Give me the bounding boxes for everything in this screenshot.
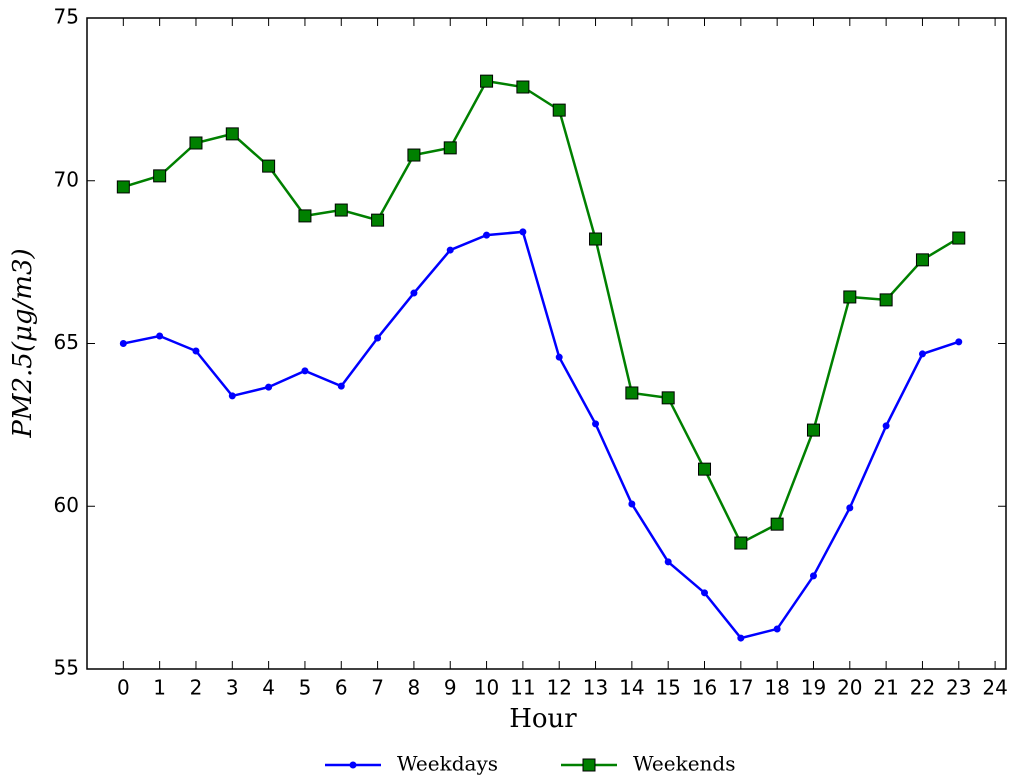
data-point: [955, 338, 963, 346]
legend-marker: [582, 758, 596, 772]
plot-frame: [86, 17, 1007, 670]
x-tick-label: 22: [910, 676, 935, 700]
data-point: [443, 141, 457, 155]
x-tick-label: 18: [764, 676, 789, 700]
data-point: [698, 462, 712, 476]
data-point: [589, 232, 603, 246]
data-point: [664, 558, 672, 566]
data-point: [592, 420, 600, 428]
y-tick-label: 65: [54, 330, 79, 354]
data-point: [915, 253, 929, 267]
x-tick-label: 20: [837, 676, 862, 700]
x-tick-label: 10: [474, 676, 499, 700]
x-tick-label: 17: [728, 676, 753, 700]
legend-marker: [349, 761, 357, 769]
data-point: [189, 136, 203, 150]
x-axis-label: Hour: [509, 704, 577, 734]
data-point: [773, 625, 781, 633]
data-point: [952, 231, 966, 245]
data-point: [483, 231, 491, 239]
data-point: [879, 293, 893, 307]
x-tick-label: 16: [692, 676, 717, 700]
data-point: [625, 386, 639, 400]
data-point: [734, 536, 748, 550]
data-point: [519, 228, 527, 236]
data-point: [371, 213, 385, 227]
x-tick-label: 4: [262, 676, 275, 700]
data-point: [918, 350, 926, 358]
y-tick-label: 55: [54, 656, 79, 680]
x-tick-label: 2: [190, 676, 203, 700]
data-point: [661, 391, 675, 405]
x-tick-label: 21: [873, 676, 898, 700]
y-tick-label: 75: [54, 5, 79, 29]
x-tick-label: 0: [117, 676, 130, 700]
data-point: [153, 169, 167, 183]
x-tick-label: 1: [153, 676, 166, 700]
data-point: [334, 203, 348, 217]
data-point: [806, 423, 820, 437]
data-point: [156, 332, 164, 340]
x-tick-label: 5: [299, 676, 312, 700]
x-tick-label: 15: [655, 676, 680, 700]
data-point: [552, 103, 566, 117]
legend-label: Weekdays: [397, 752, 498, 776]
data-point: [374, 334, 382, 342]
x-tick-label: 23: [946, 676, 971, 700]
legend-label: Weekends: [633, 752, 736, 776]
data-point: [301, 367, 309, 375]
data-point: [843, 290, 857, 304]
data-point: [480, 74, 494, 88]
data-point: [516, 80, 530, 94]
data-point: [192, 347, 200, 355]
x-tick-label: 19: [801, 676, 826, 700]
x-tick-label: 13: [583, 676, 608, 700]
data-point: [410, 289, 418, 297]
x-tick-label: 12: [546, 676, 571, 700]
data-point: [737, 634, 745, 642]
x-tick-label: 8: [408, 676, 421, 700]
y-tick-label: 60: [54, 493, 79, 517]
data-point: [555, 353, 563, 361]
series-line: [123, 230, 960, 640]
data-point: [298, 209, 312, 223]
data-point: [225, 127, 239, 141]
data-point: [116, 180, 130, 194]
data-point: [228, 392, 236, 400]
data-point: [701, 589, 709, 597]
data-point: [265, 383, 273, 391]
x-tick-label: 11: [510, 676, 535, 700]
y-axis-label: PM2.5(μg/m3): [8, 248, 38, 438]
data-point: [337, 382, 345, 390]
x-tick-label: 7: [371, 676, 384, 700]
x-tick-label: 9: [444, 676, 457, 700]
series-line: [122, 79, 960, 545]
x-tick-label: 14: [619, 676, 644, 700]
data-point: [262, 159, 276, 173]
data-point: [407, 148, 421, 162]
x-tick-label: 3: [226, 676, 239, 700]
x-tick-label: 24: [982, 676, 1007, 700]
data-point: [446, 246, 454, 254]
data-point: [628, 500, 636, 508]
data-point: [882, 422, 890, 430]
data-point: [809, 572, 817, 580]
y-tick-label: 70: [54, 167, 79, 191]
x-tick-label: 6: [335, 676, 348, 700]
data-point: [770, 517, 784, 531]
data-point: [119, 340, 127, 347]
data-point: [846, 504, 854, 512]
